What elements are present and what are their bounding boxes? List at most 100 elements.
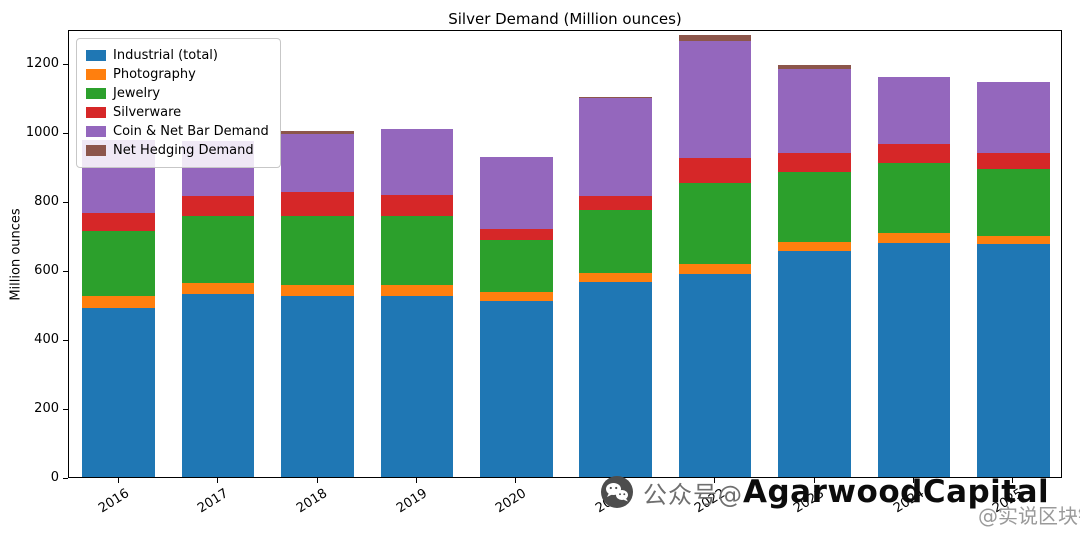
watermark-account-label: 公众号@ — [643, 480, 743, 509]
bar-segment — [281, 296, 354, 477]
y-tick-mark — [63, 64, 68, 66]
bar-segment — [778, 64, 851, 69]
y-tick-mark — [63, 340, 68, 342]
bar-segment — [877, 143, 951, 163]
bar-segment — [480, 156, 553, 229]
bar-segment — [579, 96, 652, 98]
watermark: 公众号@ AgarwoodCapital — [600, 474, 1049, 510]
x-tick-mark — [217, 478, 219, 483]
bar-segment — [778, 68, 851, 154]
bar-segment — [977, 153, 1050, 169]
x-tick-label: 2017 — [195, 486, 232, 517]
bar-segment — [181, 294, 255, 477]
y-tick-label: 200 — [34, 401, 59, 417]
y-tick-mark — [63, 133, 68, 135]
y-tick-label: 1000 — [25, 125, 59, 141]
bar-segment — [678, 264, 752, 274]
legend-label: Jewelry — [113, 86, 161, 101]
bar-segment — [877, 162, 951, 234]
bar-segment — [778, 153, 851, 173]
x-tick-mark — [515, 478, 517, 483]
y-tick-label: 600 — [34, 263, 59, 279]
bar-segment — [977, 168, 1050, 236]
legend-label: Net Hedging Demand — [113, 143, 254, 158]
x-tick-mark — [912, 478, 914, 483]
legend-swatch — [86, 126, 106, 137]
bar-segment — [480, 301, 553, 477]
bar-segment — [579, 272, 652, 283]
bar-segment — [579, 282, 652, 477]
bar-segment — [678, 34, 752, 42]
y-axis-label: Million ounces — [8, 208, 24, 301]
bar-segment — [380, 194, 454, 217]
x-tick-label: 2020 — [493, 486, 530, 517]
legend-swatch — [86, 107, 106, 118]
y-tick-mark — [63, 478, 68, 479]
x-tick-mark — [813, 478, 815, 483]
y-tick-mark — [63, 409, 68, 411]
bar-segment — [82, 308, 155, 477]
bar-segment — [380, 296, 454, 477]
bar-segment — [480, 228, 553, 240]
x-tick-label: 2018 — [294, 486, 331, 517]
x-tick-mark — [714, 478, 716, 483]
bar-segment — [877, 233, 951, 243]
bar-segment — [380, 129, 454, 195]
x-tick-label: 2016 — [95, 486, 132, 517]
x-tick-mark — [316, 478, 318, 483]
plot-area — [68, 30, 1062, 478]
legend-swatch — [86, 145, 106, 156]
bar-segment — [281, 215, 354, 285]
y-tick-label: 0 — [50, 470, 59, 485]
legend-label: Industrial (total) — [113, 48, 218, 63]
legend-label: Silverware — [113, 105, 182, 120]
bar-segment — [678, 273, 752, 477]
bar-segment — [778, 251, 851, 477]
y-tick-label: 800 — [34, 194, 59, 210]
wechat-icon — [601, 476, 633, 508]
legend-label: Coin & Net Bar Demand — [113, 124, 269, 139]
bar-segment — [778, 172, 851, 242]
bar-segment — [281, 131, 354, 134]
bar-segment — [181, 196, 255, 216]
watermark-brand: AgarwoodCapital — [743, 474, 1050, 510]
x-tick-label: 2019 — [393, 486, 430, 517]
x-tick-mark — [117, 478, 119, 483]
bar-segment — [579, 209, 652, 273]
legend-label: Photography — [113, 67, 196, 82]
bar-segment — [82, 230, 155, 297]
bar-segment — [480, 291, 553, 302]
bar-segment — [281, 133, 354, 193]
x-tick-mark — [1012, 478, 1014, 483]
bar-segment — [181, 215, 255, 283]
bar-segment — [380, 216, 454, 286]
bar-segment — [82, 296, 155, 309]
bar-segment — [281, 192, 354, 216]
bar-segment — [480, 239, 553, 292]
y-tick-label: 400 — [34, 332, 59, 348]
legend-item: Silverware — [86, 103, 269, 122]
bar-segment — [82, 212, 155, 231]
bar-segment — [181, 283, 255, 295]
legend-item: Coin & Net Bar Demand — [86, 122, 269, 141]
bar-segment — [678, 41, 752, 159]
bar-segment — [877, 76, 951, 144]
y-tick-mark — [63, 271, 68, 273]
chart-title: Silver Demand (Million ounces) — [448, 10, 682, 28]
bar-segment — [977, 244, 1050, 477]
bar-segment — [281, 284, 354, 297]
legend: Industrial (total) Photography Jewelry Silv… — [76, 38, 281, 168]
watermark-right: @实说区块链 — [978, 504, 1080, 528]
legend-item: Net Hedging Demand — [86, 141, 269, 160]
legend-item: Photography — [86, 65, 269, 84]
bar-segment — [579, 97, 652, 197]
bar-segment — [579, 196, 652, 210]
bar-segment — [877, 242, 951, 477]
legend-swatch — [86, 69, 106, 80]
bar-segment — [678, 183, 752, 265]
bar-segment — [778, 241, 851, 252]
bar-segment — [678, 158, 752, 184]
y-tick-label: 1200 — [25, 56, 59, 72]
bar-segment — [977, 235, 1050, 245]
